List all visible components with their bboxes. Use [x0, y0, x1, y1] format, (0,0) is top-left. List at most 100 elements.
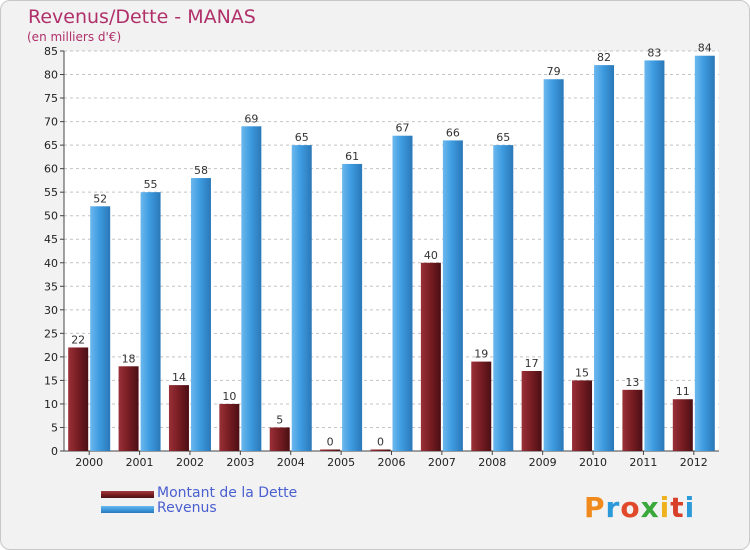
y-tick-label: 50: [44, 210, 58, 223]
bar-debt: [68, 347, 89, 451]
data-label-debt: 40: [424, 249, 438, 262]
proxiti-logo: Proxiti: [584, 491, 695, 524]
data-label-revenue: 65: [295, 131, 309, 144]
x-tick-label: 2010: [579, 456, 607, 469]
x-tick-label: 2004: [277, 456, 305, 469]
y-tick-label: 30: [44, 304, 58, 317]
logo-letter: o: [620, 491, 641, 524]
y-tick-label: 40: [44, 257, 58, 270]
bar-revenue: [594, 65, 615, 451]
data-label-debt: 22: [71, 333, 85, 346]
x-tick-label: 2002: [176, 456, 204, 469]
y-tick-label: 25: [44, 327, 58, 340]
x-tick-label: 2008: [478, 456, 506, 469]
data-label-revenue: 82: [597, 51, 611, 64]
bar-debt: [420, 262, 441, 451]
y-tick-label: 35: [44, 280, 58, 293]
logo-letter: P: [584, 491, 606, 524]
bar-debt: [370, 449, 391, 451]
y-tick-label: 60: [44, 163, 58, 176]
data-label-debt: 11: [676, 385, 690, 398]
bar-revenue: [543, 79, 564, 451]
logo-letter: t: [670, 491, 685, 524]
x-tick-label: 2012: [680, 456, 708, 469]
data-label-debt: 0: [327, 436, 334, 449]
data-label-debt: 15: [575, 366, 589, 379]
legend-label-debt: Montant de la Dette: [157, 485, 298, 501]
bar-debt: [269, 427, 290, 451]
y-tick-label: 65: [44, 139, 58, 152]
x-tick-label: 2005: [327, 456, 355, 469]
plot-area: [64, 51, 719, 451]
chart-title: Revenus/Dette - MANAS: [28, 6, 256, 28]
bar-revenue: [694, 55, 715, 452]
y-tick-label: 5: [51, 421, 58, 434]
bar-debt: [572, 380, 593, 451]
y-tick-label: 75: [44, 92, 58, 105]
data-label-revenue: 66: [446, 126, 460, 139]
logo-letter: r: [605, 491, 621, 524]
legend-swatch-revenue: [101, 506, 154, 513]
bar-revenue: [241, 126, 262, 451]
bar-debt: [219, 403, 240, 451]
bar-debt: [168, 385, 189, 451]
bar-revenue: [342, 163, 363, 452]
data-label-debt: 19: [474, 348, 488, 361]
y-tick-label: 0: [51, 445, 58, 458]
data-label-revenue: 84: [698, 42, 712, 55]
bar-debt: [320, 449, 341, 451]
data-label-debt: 13: [625, 376, 639, 389]
legend-swatch-debt: [101, 491, 154, 498]
bar-revenue: [140, 192, 161, 452]
data-label-revenue: 83: [647, 46, 661, 59]
bar-revenue: [392, 135, 413, 452]
y-tick-label: 10: [44, 398, 58, 411]
y-tick-label: 45: [44, 233, 58, 246]
data-label-revenue: 69: [244, 112, 258, 125]
y-tick-label: 70: [44, 116, 58, 129]
data-label-debt: 0: [377, 436, 384, 449]
chart-subtitle: (en milliers d'€): [27, 30, 122, 44]
x-tick-label: 2000: [75, 456, 103, 469]
data-label-revenue: 79: [547, 65, 561, 78]
x-tick-label: 2007: [428, 456, 456, 469]
bar-revenue: [442, 140, 463, 452]
data-label-revenue: 58: [194, 164, 208, 177]
bar-debt: [521, 371, 542, 451]
bar-debt: [622, 389, 643, 451]
x-tick-label: 2006: [378, 456, 406, 469]
data-label-debt: 17: [525, 357, 539, 370]
legend-label-revenue: Revenus: [157, 500, 217, 516]
data-label-revenue: 55: [144, 178, 158, 191]
bar-revenue: [291, 145, 312, 451]
data-label-revenue: 65: [496, 131, 510, 144]
bar-revenue: [190, 178, 211, 451]
logo-letter: i: [659, 491, 671, 524]
logo-letter: x: [640, 491, 660, 524]
y-tick-label: 20: [44, 351, 58, 364]
x-tick-label: 2011: [629, 456, 657, 469]
data-label-revenue: 61: [345, 150, 359, 163]
data-label-debt: 5: [276, 413, 283, 426]
bar-debt: [118, 366, 139, 451]
data-label-revenue: 52: [93, 192, 107, 205]
x-tick-label: 2003: [226, 456, 254, 469]
data-label-revenue: 67: [396, 122, 410, 135]
logo-letter: i: [684, 491, 696, 524]
y-tick-label: 15: [44, 374, 58, 387]
x-tick-label: 2009: [529, 456, 557, 469]
data-label-debt: 14: [172, 371, 186, 384]
y-tick-label: 85: [44, 45, 58, 58]
bar-revenue: [644, 60, 665, 451]
bar-revenue: [90, 206, 111, 451]
bar-revenue: [493, 145, 514, 451]
bar-debt: [471, 361, 492, 451]
y-tick-label: 55: [44, 186, 58, 199]
data-label-debt: 10: [222, 390, 236, 403]
x-tick-label: 2001: [126, 456, 154, 469]
data-label-debt: 18: [122, 352, 136, 365]
bar-debt: [672, 399, 693, 451]
y-tick-label: 80: [44, 69, 58, 82]
